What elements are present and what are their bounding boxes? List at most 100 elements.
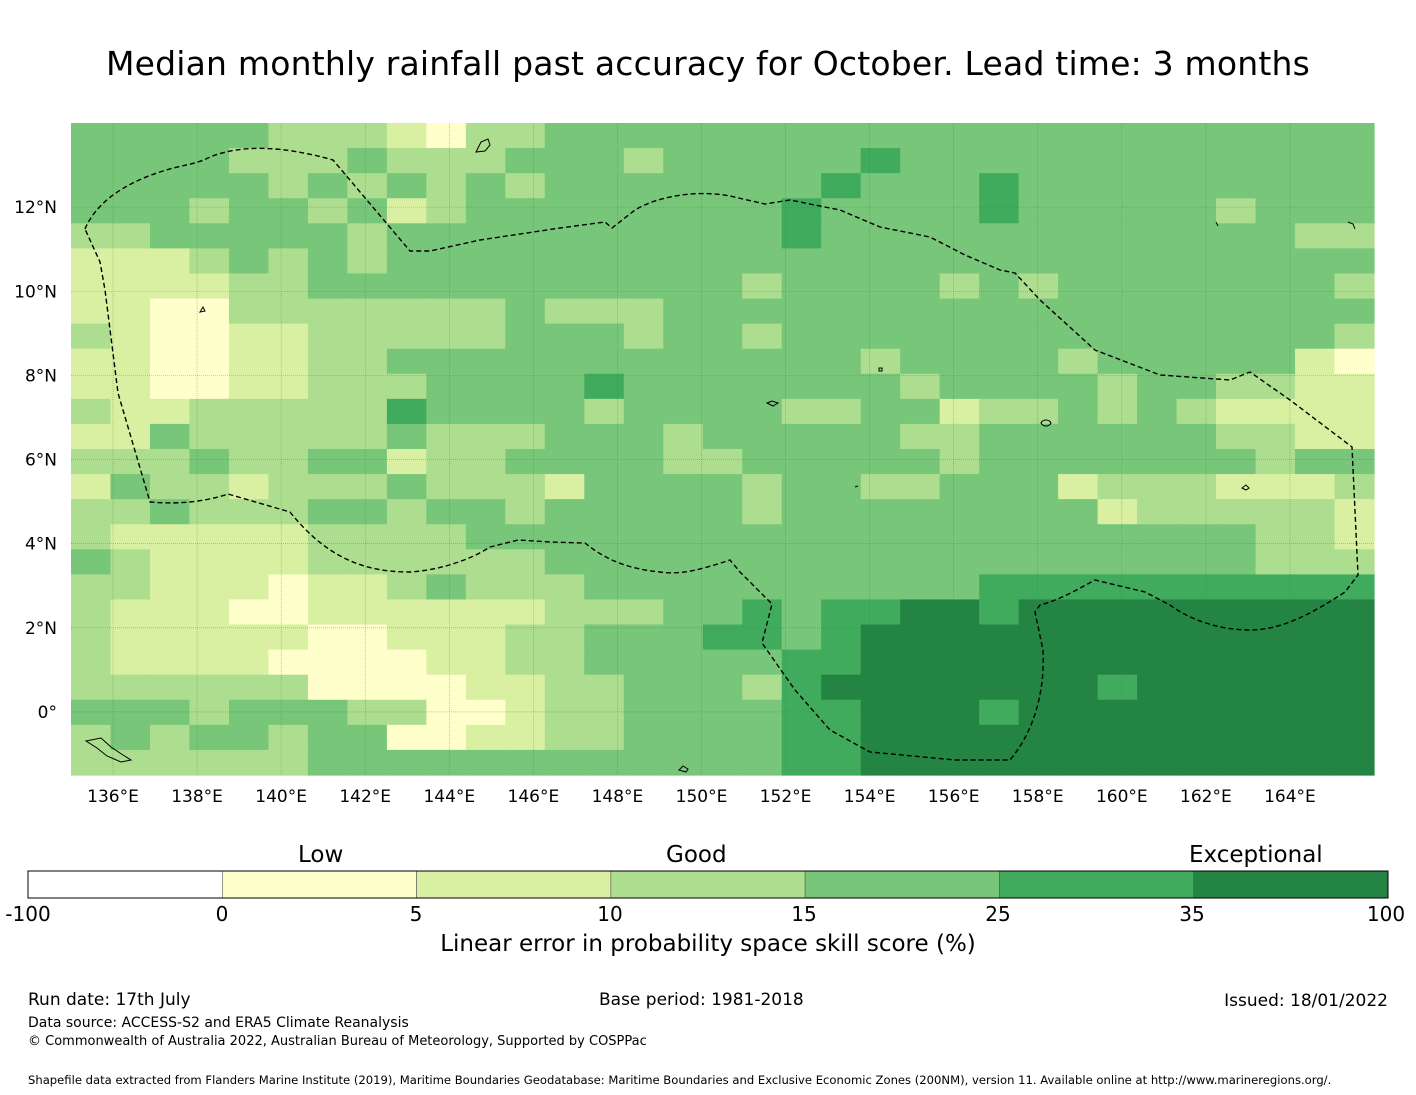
grid-cell [1137,323,1178,350]
colorbar-category-low: Low [298,842,344,868]
grid-cell [307,749,348,776]
grid-cell [228,674,270,701]
grid-cell [189,549,230,575]
grid-cell [149,624,191,651]
grid-cell [1216,599,1257,626]
grid-cell [307,123,348,149]
grid-cell [1216,474,1257,500]
grid-cell [505,348,546,375]
grid-cell [1216,173,1257,199]
grid-cell [742,198,783,224]
grid-cell [979,474,1020,500]
latitude-label: 6°N [25,451,57,471]
grid-cell [1058,373,1099,400]
grid-cell [110,574,151,601]
grid-cell [1216,649,1257,676]
grid-cell [1018,449,1059,475]
grid-cell [426,624,467,651]
grid-cell [465,599,506,626]
grid-cell [979,524,1020,550]
grid-cell [1255,123,1296,149]
grid-cell [71,599,112,626]
grid-cell [1097,724,1138,751]
grid-cell [1058,599,1099,626]
grid-cell [1216,123,1257,149]
grid-cell [663,549,704,575]
grid-cell [979,323,1020,350]
grid-cell [702,674,743,701]
grid-cell [781,173,822,199]
grid-cell [189,398,230,425]
grid-cell [268,499,309,525]
grid-cell [900,198,941,224]
grid-cell [1097,248,1138,275]
grid-cell [900,474,941,500]
grid-cell [268,198,309,224]
grid-cell [900,298,941,325]
grid-cell [1176,148,1217,174]
grid-cell [1137,223,1178,249]
grid-cell [623,223,664,249]
grid-cell [939,649,980,676]
grid-cell [426,574,467,601]
grid-cell [189,323,230,350]
grid-cell [189,624,230,651]
grid-cell [1137,499,1178,525]
grid-cell [1097,173,1138,199]
grid-cell [1216,724,1257,751]
grid-cell [189,298,230,325]
grid-cell [821,373,862,400]
grid-cell [979,749,1020,776]
grid-cell [1216,223,1257,249]
grid-cell [663,298,704,325]
grid-cell [268,123,309,149]
grid-cell [781,699,822,726]
grid-cell [781,474,822,500]
longitude-label: 140°E [255,787,307,807]
grid-cell [1097,298,1138,325]
grid-cell [71,298,112,325]
grid-cell [1018,474,1059,500]
grid-cell [465,398,506,425]
grid-cell [307,574,348,601]
grid-cell [386,323,427,350]
longitude-label: 136°E [87,787,139,807]
grid-cell [1137,699,1178,726]
copyright: © Commonwealth of Australia 2022, Austra… [28,1034,647,1049]
grid-cell [544,223,585,249]
grid-cell [860,474,901,500]
grid-cell [1137,173,1178,199]
grid-cell [189,273,230,300]
grid-cell [1097,624,1138,651]
grid-cell [228,749,270,776]
grid-cell [505,449,546,475]
grid-cell [821,423,862,450]
grid-cell [900,398,941,425]
grid-cell [1058,273,1099,300]
grid-cell [149,298,191,325]
grid-cell [347,674,388,701]
grid-cell [663,373,704,400]
latitude-label: 4°N [25,535,57,555]
grid-cell [544,449,585,475]
grid-cell [386,298,427,325]
grid-cell [307,298,348,325]
grid-cell [110,524,151,550]
grid-cell [663,223,704,249]
grid-cell [347,173,388,199]
issued-date: Issued: 18/01/2022 [1224,991,1388,1011]
grid-cell [821,148,862,174]
grid-cell [623,273,664,300]
grid-cell [1216,749,1257,776]
grid-cell [505,373,546,400]
grid-cell [979,298,1020,325]
grid-cell [268,273,309,300]
grid-cell [702,198,743,224]
grid-cell [465,474,506,500]
latitude-label: 0° [38,703,57,723]
grid-cell [307,223,348,249]
shapefile-credit: Shapefile data extracted from Flanders M… [28,1073,1332,1087]
grid-cell [347,273,388,300]
grid-cell [1334,423,1375,450]
grid-cell [426,749,467,776]
